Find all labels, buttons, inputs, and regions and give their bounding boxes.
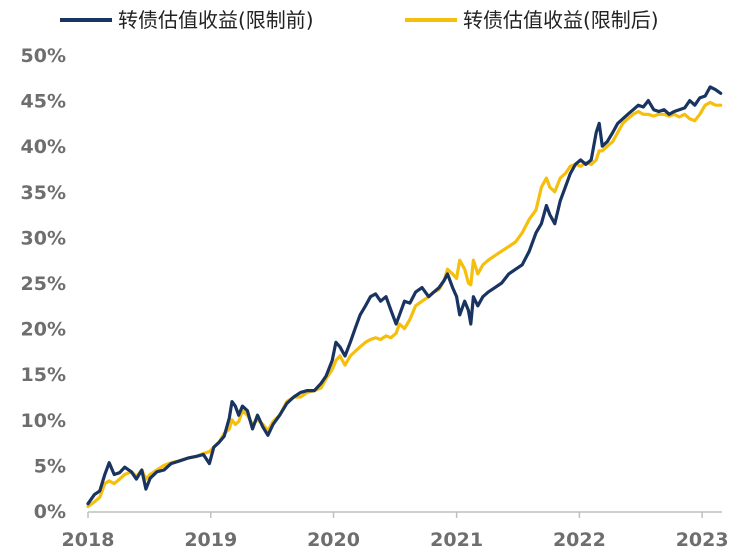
y-tick-label: 0% [34,501,66,523]
legend-label-after: 转债估值收益(限制后) [463,8,659,32]
y-axis: 0% 5% 10% 15% 20% 25% 30% 35% 40% 45% 50% [21,45,66,523]
y-tick-label: 5% [34,455,66,477]
x-axis: 2018 2019 2020 2021 2022 2023 [62,511,729,551]
y-tick-label: 25% [21,273,66,295]
legend-item-after: 转债估值收益(限制后) [405,8,659,32]
y-tick-label: 30% [21,227,66,249]
x-tick-label: 2023 [676,529,729,551]
x-tick-label: 2022 [553,529,606,551]
y-tick-label: 40% [21,136,66,158]
legend-label-before: 转债估值收益(限制前) [118,8,314,32]
series-layer [86,85,723,508]
series-line-after [86,100,723,508]
x-tick-label: 2020 [307,529,360,551]
x-tick-label: 2018 [62,529,115,551]
y-tick-label: 50% [21,45,66,67]
series-line-before [86,85,723,506]
y-tick-label: 45% [21,91,66,113]
y-tick-label: 35% [21,182,66,204]
x-tick-label: 2019 [184,529,237,551]
y-tick-label: 15% [21,364,66,386]
legend: 转债估值收益(限制前) 转债估值收益(限制后) [60,8,659,32]
x-tick-label: 2021 [430,529,483,551]
y-tick-label: 20% [21,319,66,341]
y-tick-label: 10% [21,410,66,432]
legend-item-before: 转债估值收益(限制前) [60,8,314,32]
